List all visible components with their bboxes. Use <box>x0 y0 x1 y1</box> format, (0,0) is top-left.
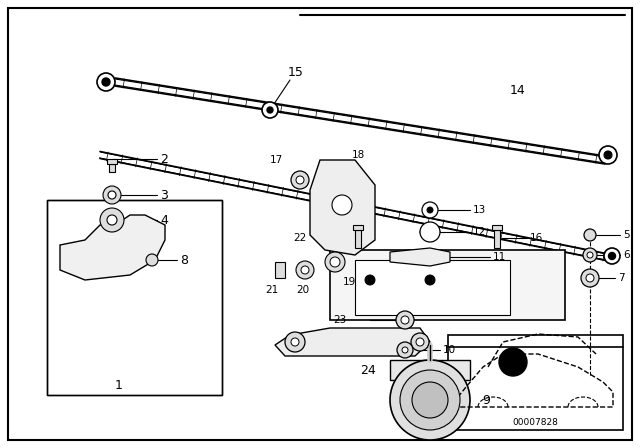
Circle shape <box>103 186 121 204</box>
Circle shape <box>499 348 527 376</box>
Text: 11: 11 <box>493 252 506 262</box>
Circle shape <box>296 176 304 184</box>
Text: 24: 24 <box>360 363 376 376</box>
Bar <box>107 159 117 164</box>
Text: 22: 22 <box>293 233 307 243</box>
Text: 18: 18 <box>352 150 365 160</box>
Text: 8: 8 <box>180 254 188 267</box>
Text: 19: 19 <box>343 277 356 287</box>
Text: 12: 12 <box>473 227 486 237</box>
Text: 9: 9 <box>482 393 490 406</box>
Text: 00007828: 00007828 <box>513 418 559 426</box>
Circle shape <box>416 338 424 346</box>
Text: 21: 21 <box>266 285 278 295</box>
Text: 1: 1 <box>115 379 123 392</box>
Circle shape <box>296 261 314 279</box>
Bar <box>355 260 510 315</box>
Text: 13: 13 <box>473 205 486 215</box>
Circle shape <box>397 342 413 358</box>
Bar <box>47 200 222 395</box>
Text: 16: 16 <box>530 233 543 243</box>
Circle shape <box>400 370 460 430</box>
Circle shape <box>604 248 620 264</box>
Text: 2: 2 <box>160 152 168 165</box>
Bar <box>353 225 363 230</box>
Circle shape <box>609 253 616 259</box>
Text: 7: 7 <box>618 273 625 283</box>
Polygon shape <box>310 160 375 255</box>
Circle shape <box>365 275 375 285</box>
Circle shape <box>267 107 273 113</box>
Circle shape <box>100 208 124 232</box>
Circle shape <box>301 266 309 274</box>
Circle shape <box>285 332 305 352</box>
Circle shape <box>291 171 309 189</box>
Circle shape <box>586 274 594 282</box>
Circle shape <box>583 248 597 262</box>
Text: 5: 5 <box>623 230 630 240</box>
Bar <box>47 200 222 395</box>
Text: 3: 3 <box>160 189 168 202</box>
Polygon shape <box>390 248 450 266</box>
Circle shape <box>332 195 352 215</box>
Bar <box>390 360 470 380</box>
Circle shape <box>427 207 433 213</box>
Circle shape <box>390 360 470 440</box>
Circle shape <box>604 151 612 159</box>
Text: 15: 15 <box>288 65 304 78</box>
Circle shape <box>401 316 409 324</box>
Bar <box>355 230 361 248</box>
Circle shape <box>422 202 438 218</box>
Text: 4: 4 <box>160 214 168 227</box>
Circle shape <box>412 382 448 418</box>
Circle shape <box>291 338 299 346</box>
Circle shape <box>358 268 382 292</box>
Polygon shape <box>275 328 430 356</box>
Bar <box>494 230 500 248</box>
Text: 10: 10 <box>443 345 456 355</box>
Circle shape <box>581 269 599 287</box>
Text: 6: 6 <box>623 250 630 260</box>
Circle shape <box>584 229 596 241</box>
Circle shape <box>102 78 110 86</box>
Circle shape <box>425 275 435 285</box>
Bar <box>275 262 285 278</box>
Circle shape <box>396 311 414 329</box>
Bar <box>109 164 115 172</box>
Circle shape <box>146 254 158 266</box>
Text: 20: 20 <box>296 285 310 295</box>
Circle shape <box>418 268 442 292</box>
Circle shape <box>107 215 117 225</box>
Circle shape <box>330 257 340 267</box>
Circle shape <box>411 333 429 351</box>
Bar <box>492 225 502 230</box>
Circle shape <box>325 252 345 272</box>
Circle shape <box>587 252 593 258</box>
Text: 23: 23 <box>333 315 346 325</box>
Bar <box>330 250 565 320</box>
Circle shape <box>97 73 115 91</box>
Text: 17: 17 <box>270 155 284 165</box>
Circle shape <box>420 222 440 242</box>
Bar <box>448 335 623 430</box>
Circle shape <box>402 347 408 353</box>
Text: 14: 14 <box>510 83 525 96</box>
Circle shape <box>262 102 278 118</box>
Circle shape <box>599 146 617 164</box>
Circle shape <box>108 191 116 199</box>
Polygon shape <box>60 215 165 280</box>
